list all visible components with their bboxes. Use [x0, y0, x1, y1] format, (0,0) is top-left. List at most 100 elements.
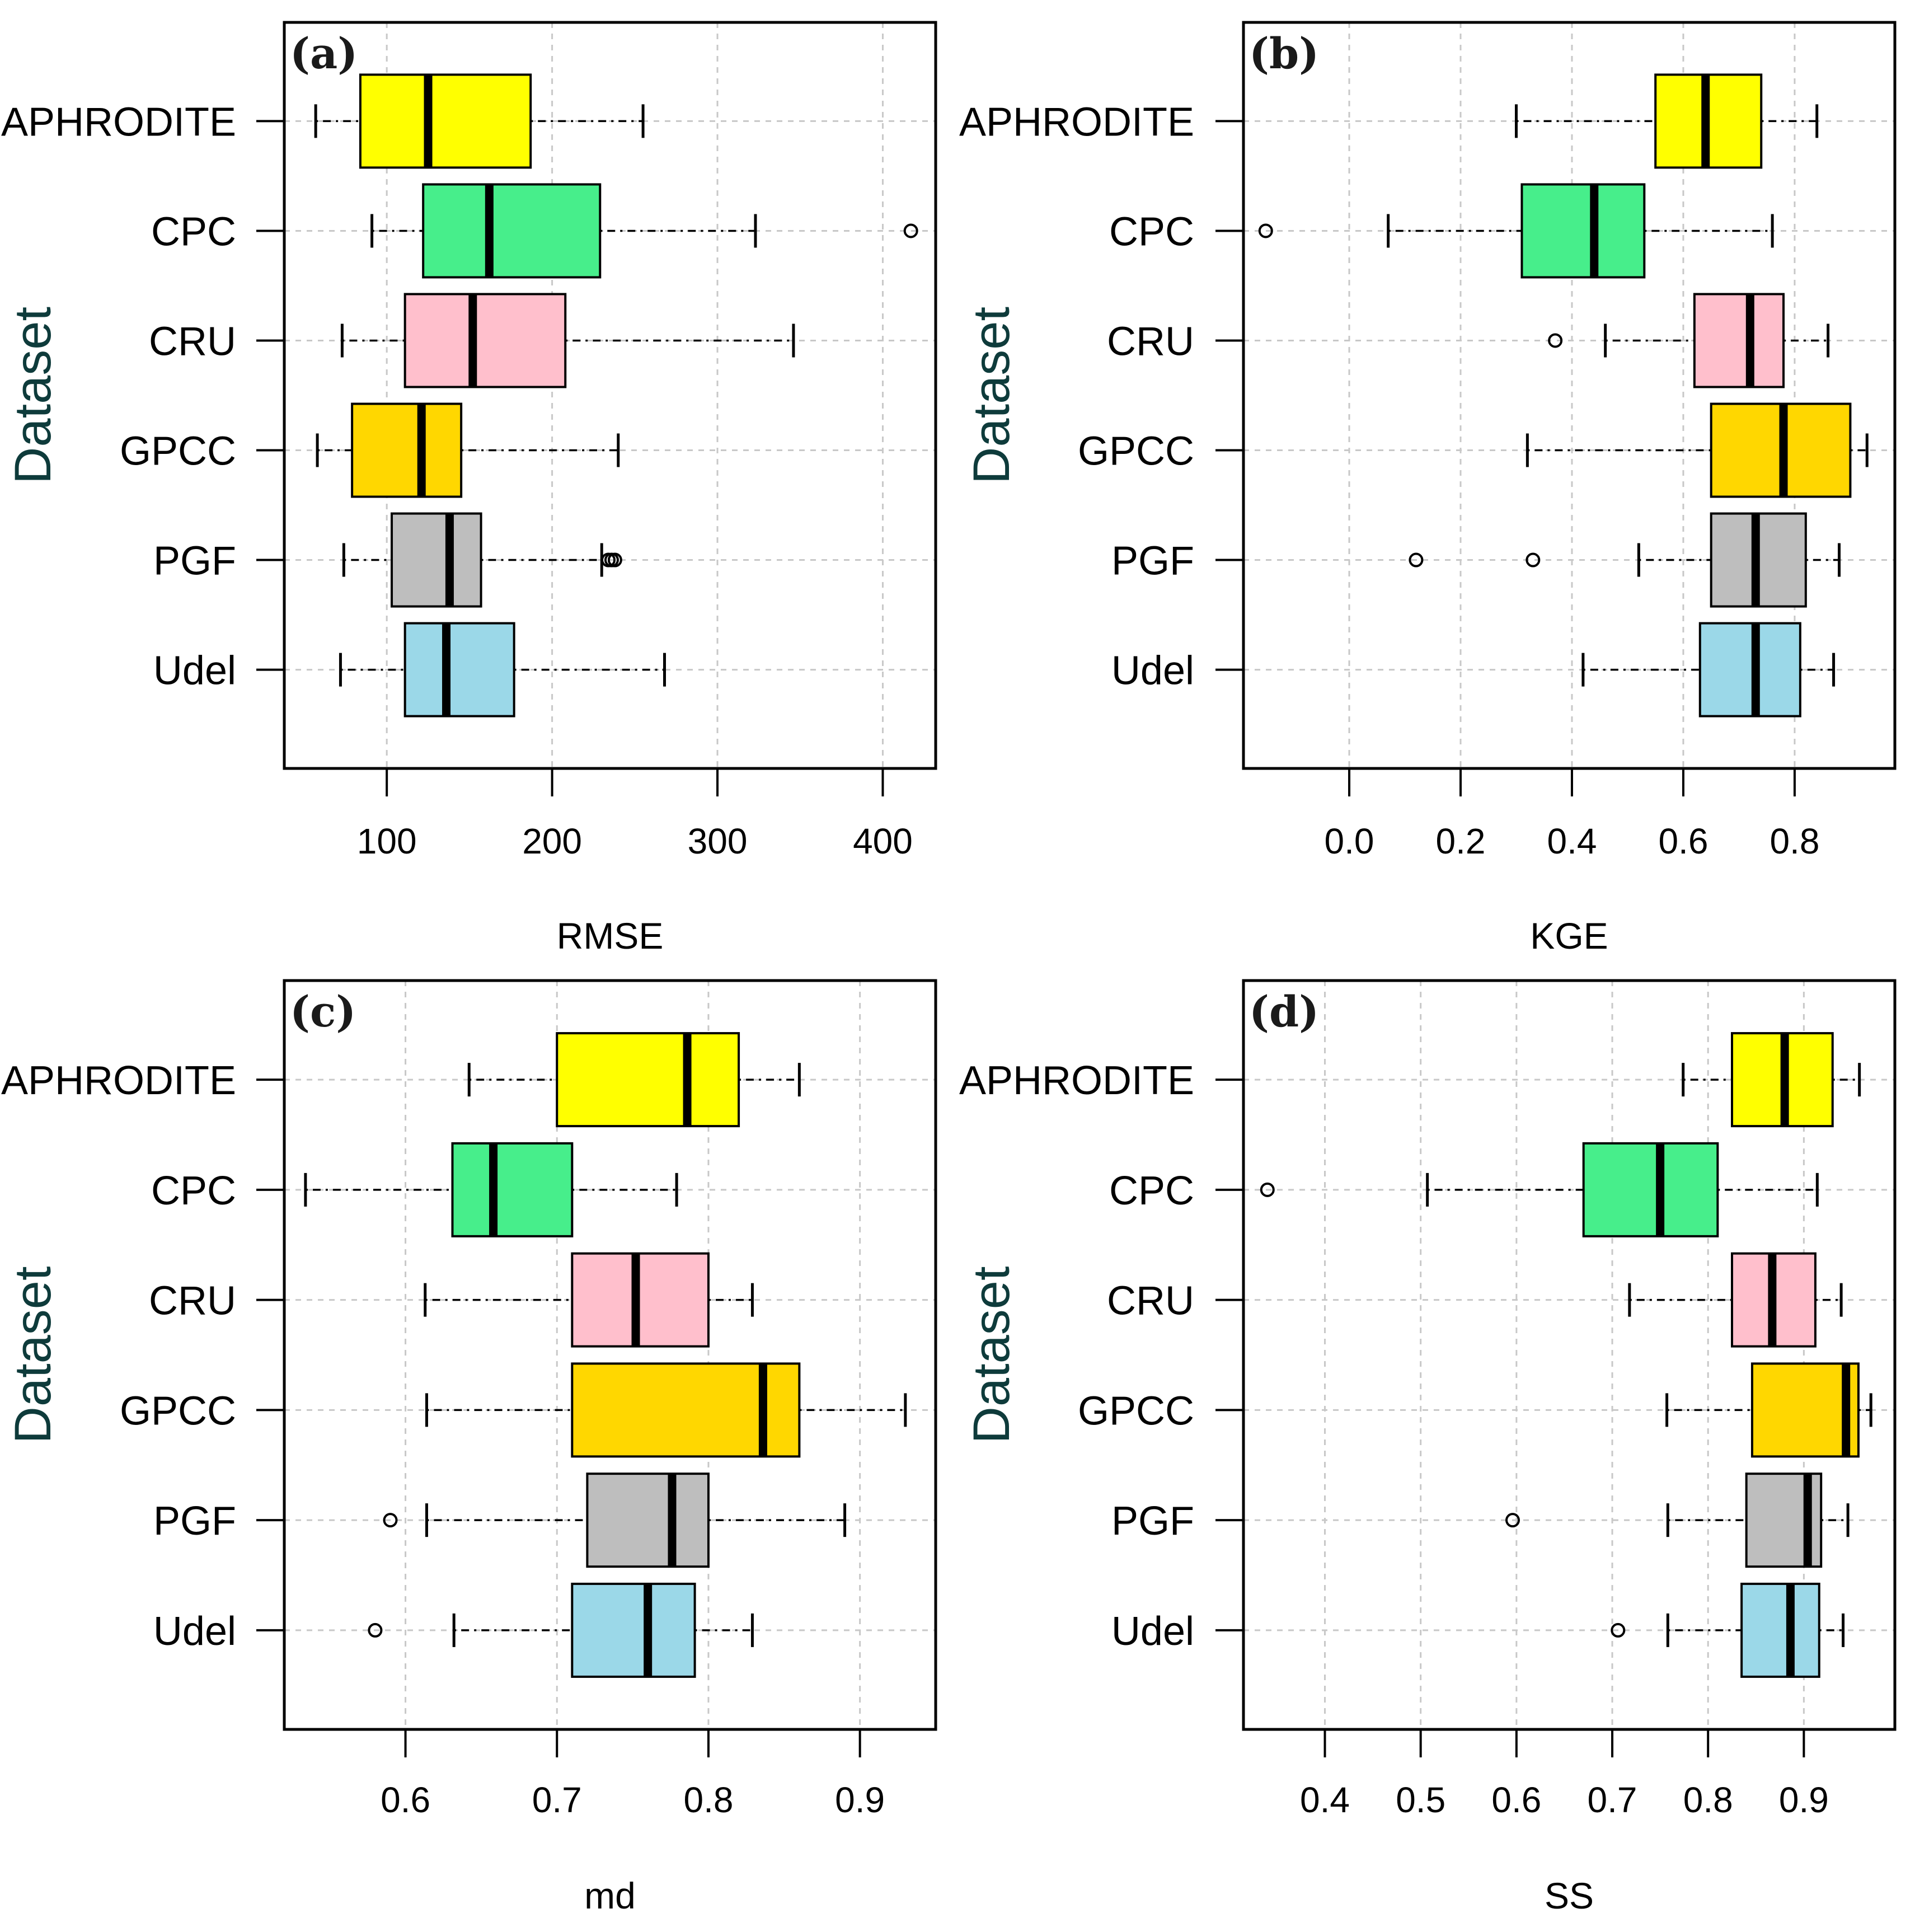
- outlier-point: [1260, 1182, 1275, 1197]
- row-label-udel: Udel: [153, 649, 236, 693]
- row-label-pgf: PGF: [153, 539, 236, 584]
- box-aphrodite: [314, 73, 645, 169]
- x-tick-label: 0.6: [381, 1780, 430, 1820]
- box-gpcc: [1526, 402, 1869, 498]
- box-cpc: [304, 1142, 678, 1237]
- row-label-cpc: CPC: [1109, 1169, 1194, 1213]
- y-axis-label: Dataset: [963, 307, 1020, 484]
- panel-label: (c): [290, 987, 356, 1037]
- panel-label: (d): [1249, 987, 1319, 1037]
- iqr-box: [1520, 183, 1646, 279]
- outlier-point: [1409, 552, 1424, 568]
- box-gpcc: [1665, 1362, 1872, 1458]
- x-tick-label: 0.7: [1588, 1780, 1637, 1820]
- box-cpc: [1258, 183, 1774, 279]
- box-gpcc: [425, 1362, 907, 1458]
- y-axis-label: Dataset: [4, 1266, 62, 1443]
- row-label-cpc: CPC: [1109, 209, 1194, 254]
- iqr-box: [351, 402, 463, 498]
- box-cru: [1628, 1252, 1843, 1348]
- row-label-udel: Udel: [153, 1609, 236, 1654]
- panel-1: APHRODITE CPC CRU GPCC PGF Udel 0.0 0.2 0.4 0.6 0.…: [959, 21, 1897, 956]
- iqr-box: [451, 1142, 574, 1237]
- outlier-point: [1258, 223, 1273, 238]
- row-label-aphrodite: APHRODITE: [1, 1058, 236, 1103]
- outlier-point: [1611, 1622, 1626, 1638]
- plot-frame: [283, 979, 937, 1731]
- row-label-cpc: CPC: [151, 209, 236, 254]
- row-label-gpcc: GPCC: [1078, 429, 1194, 474]
- box-cru: [424, 1252, 754, 1348]
- x-tick-label: 0.6: [1658, 821, 1708, 861]
- row-label-cru: CRU: [1107, 319, 1194, 364]
- row-label-aphrodite: APHRODITE: [1, 100, 236, 144]
- row-label-aphrodite: APHRODITE: [959, 100, 1194, 144]
- x-axis-label: SS: [1545, 1875, 1594, 1916]
- box-aphrodite: [1514, 73, 1819, 169]
- outlier-point: [1526, 552, 1541, 568]
- y-axis-label: Dataset: [4, 307, 62, 484]
- box-cru: [1548, 293, 1830, 388]
- row-label-udel: Udel: [1111, 1609, 1194, 1654]
- x-axis-label: md: [584, 1875, 636, 1916]
- plot-frame: [283, 21, 937, 770]
- x-tick-label: 0.8: [683, 1780, 733, 1820]
- row-label-cpc: CPC: [151, 1169, 236, 1213]
- box-cpc: [1260, 1142, 1819, 1237]
- iqr-box: [586, 1473, 710, 1568]
- x-tick-label: 0.8: [1683, 1780, 1733, 1820]
- row-label-pgf: PGF: [153, 1499, 236, 1544]
- x-tick-label: 0.8: [1770, 821, 1819, 861]
- box-udel: [1581, 622, 1836, 718]
- x-tick-label: 0.5: [1396, 1780, 1445, 1820]
- iqr-box: [359, 73, 532, 169]
- iqr-box: [1698, 622, 1801, 718]
- box-aphrodite: [467, 1032, 801, 1128]
- box-cru: [340, 293, 795, 388]
- box-udel: [368, 1582, 754, 1678]
- panel-label: (b): [1249, 29, 1319, 78]
- x-axis-label: KGE: [1530, 915, 1608, 956]
- row-label-aphrodite: APHRODITE: [959, 1058, 1194, 1103]
- panel-label: (a): [290, 29, 358, 78]
- x-tick-label: 0.7: [532, 1780, 582, 1820]
- box-udel: [1611, 1582, 1845, 1678]
- box-pgf: [1409, 512, 1841, 608]
- panel-2: APHRODITE CPC CRU GPCC PGF Udel 0.6 0.7 0.8 0.9 (c…: [1, 979, 937, 1916]
- outlier-point: [1505, 1513, 1520, 1528]
- outlier-point: [903, 223, 918, 238]
- row-label-pgf: PGF: [1111, 539, 1194, 584]
- iqr-box: [571, 1582, 696, 1678]
- x-axis-label: RMSE: [557, 915, 664, 956]
- x-tick-label: 0.2: [1436, 821, 1486, 861]
- box-pgf: [383, 1473, 847, 1568]
- iqr-box: [571, 1252, 710, 1348]
- x-tick-label: 0.9: [835, 1780, 885, 1820]
- panel-3: APHRODITE CPC CRU GPCC PGF Udel 0.4 0.5 0.6 0.7 0.…: [959, 979, 1897, 1916]
- y-axis-label: Dataset: [963, 1266, 1020, 1443]
- outlier-point: [383, 1513, 398, 1528]
- outlier-point: [368, 1622, 383, 1638]
- x-tick-label: 400: [853, 821, 913, 861]
- row-label-gpcc: GPCC: [120, 429, 236, 474]
- iqr-box: [1740, 1582, 1820, 1678]
- iqr-box: [556, 1032, 740, 1128]
- plot-frame: [1242, 21, 1897, 770]
- row-label-cru: CRU: [149, 319, 236, 364]
- x-tick-label: 0.4: [1547, 821, 1597, 861]
- box-aphrodite: [1682, 1032, 1861, 1128]
- x-tick-label: 0.0: [1325, 821, 1374, 861]
- x-tick-label: 300: [688, 821, 748, 861]
- iqr-box: [422, 183, 602, 279]
- box-cpc: [370, 183, 918, 279]
- box-udel: [339, 622, 666, 718]
- outlier-point: [1548, 333, 1563, 348]
- box-pgf: [342, 512, 622, 608]
- x-tick-label: 0.6: [1491, 1780, 1541, 1820]
- iqr-box: [1693, 293, 1785, 388]
- iqr-box: [1750, 1362, 1860, 1458]
- plot-frame: [1242, 979, 1897, 1731]
- box-gpcc: [316, 402, 620, 498]
- iqr-box: [1582, 1142, 1719, 1237]
